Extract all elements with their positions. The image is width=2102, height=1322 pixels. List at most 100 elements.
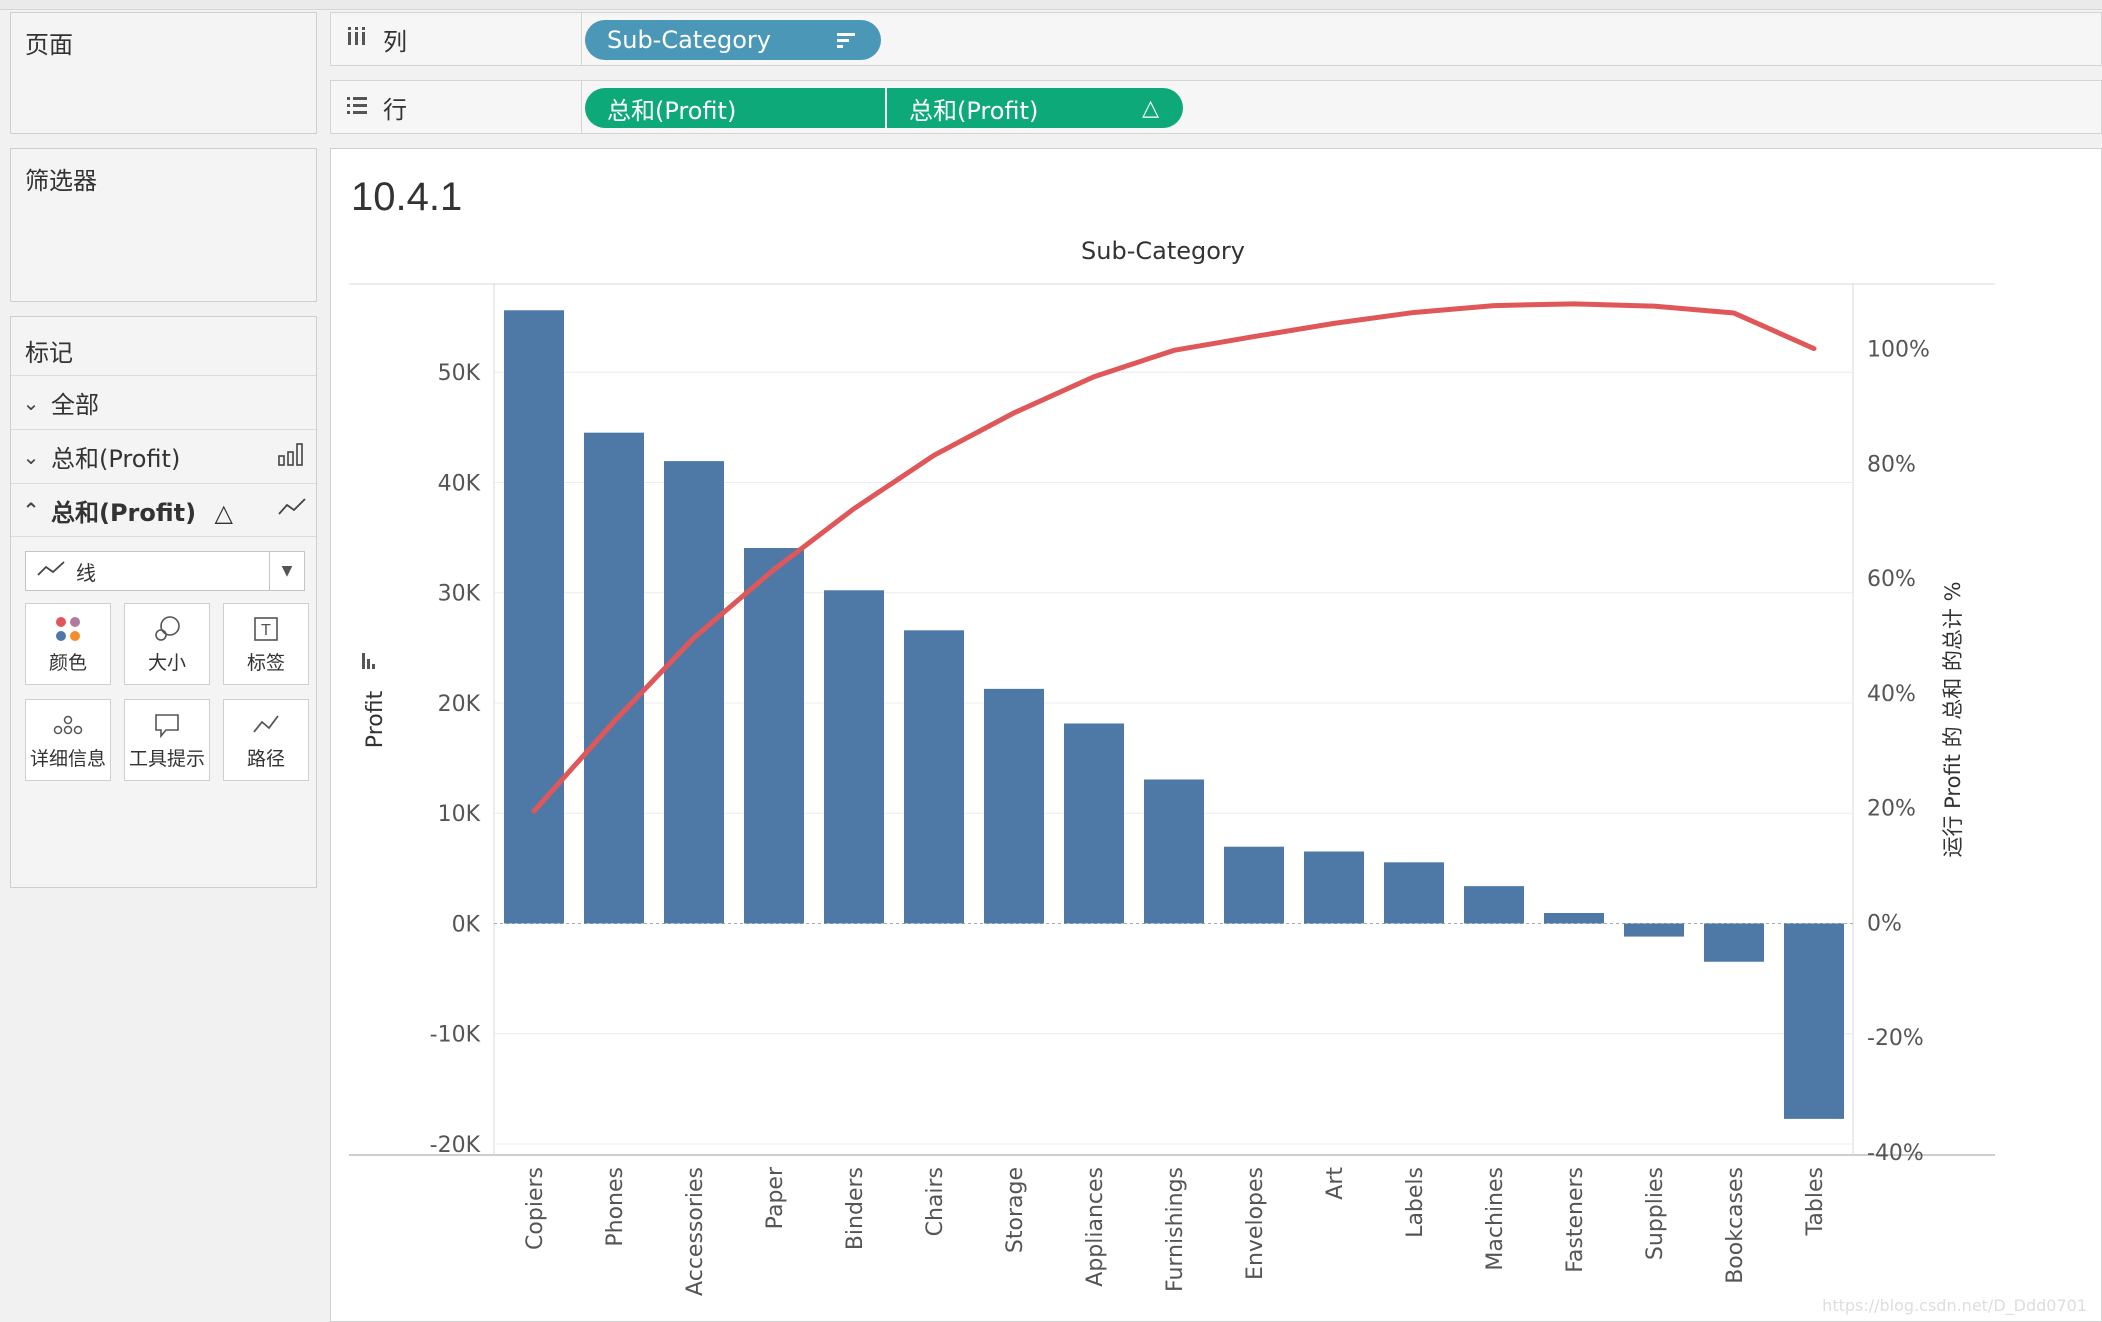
y-tick-label: 20K <box>438 692 481 717</box>
bar-chart-icon <box>268 442 316 472</box>
bar-accessories <box>664 461 724 924</box>
bar-phones <box>584 432 644 924</box>
x-tick-label: Fasteners <box>1563 1167 1588 1273</box>
mark-type-dropdown[interactable]: 线 ▼ <box>25 551 305 591</box>
marks-card-profit-line[interactable]: ⌃ 总和(Profit) △ <box>11 483 316 537</box>
y-tick-label: 40K <box>438 471 481 496</box>
tooltip-button[interactable]: 工具提示 <box>124 699 210 781</box>
y2-tick-label: 0% <box>1867 911 1902 936</box>
y2-axis-title: 运行 Profit 的 总和 的总计 % <box>1941 581 1965 857</box>
top-toolbar-strip <box>0 0 2102 10</box>
detail-button[interactable]: 详细信息 <box>25 699 111 781</box>
columns-shelf-label: 列 <box>331 13 582 65</box>
bar-art <box>1304 851 1364 924</box>
bar-copiers <box>504 310 564 924</box>
profit-pill[interactable]: 总和(Profit) <box>585 88 885 128</box>
bar-machines <box>1464 886 1524 924</box>
size-button-label: 大小 <box>147 651 186 674</box>
pages-panel[interactable]: 页面 <box>10 12 317 134</box>
tooltip-button-label: 工具提示 <box>128 747 205 770</box>
bar-appliances <box>1064 723 1124 924</box>
y2-tick-label: 80% <box>1867 452 1916 477</box>
y-tick-label: -10K <box>430 1023 481 1048</box>
filters-panel[interactable]: 筛选器 <box>10 148 317 302</box>
y2-tick-label: 20% <box>1867 797 1916 822</box>
svg-text:T: T <box>260 621 271 639</box>
label-icon: T <box>251 614 281 648</box>
chevron-down-icon[interactable]: ⌄ <box>22 390 40 415</box>
sort-icon <box>362 653 365 669</box>
y2-tick-label: -40% <box>1867 1141 1924 1166</box>
delta-icon: △ <box>1142 95 1159 121</box>
rows-icon <box>331 93 383 121</box>
y-tick-label: 0K <box>452 912 481 937</box>
path-button[interactable]: 路径 <box>223 699 309 781</box>
bar-envelopes <box>1224 846 1284 924</box>
x-tick-label: Binders <box>843 1167 868 1250</box>
line-chart-icon <box>268 496 316 524</box>
rows-shelf-label: 行 <box>331 81 582 133</box>
bar-paper <box>744 548 804 924</box>
sort-icon <box>367 659 370 669</box>
rows-shelf[interactable]: 行 总和(Profit) 总和(Profit) △ <box>330 80 2102 134</box>
columns-shelf[interactable]: 列 Sub-Category <box>330 12 2102 66</box>
watermark: https://blog.csdn.net/D_Ddd0701 <box>1822 1296 2087 1315</box>
x-tick-label: Labels <box>1403 1167 1428 1238</box>
delta-icon: △ <box>214 498 233 527</box>
bar-labels <box>1384 862 1444 924</box>
bar-storage <box>984 688 1044 924</box>
sort-descending-icon[interactable] <box>835 20 857 60</box>
path-button-label: 路径 <box>246 747 285 770</box>
color-dots-icon <box>53 614 83 648</box>
column-header: Sub-Category <box>1081 237 1245 265</box>
x-tick-label: Envelopes <box>1243 1167 1268 1280</box>
x-tick-label: Bookcases <box>1723 1167 1748 1284</box>
x-tick-label: Accessories <box>683 1167 708 1296</box>
y2-tick-label: -20% <box>1867 1026 1924 1051</box>
chevron-up-icon[interactable]: ⌃ <box>22 498 40 522</box>
filters-title: 筛选器 <box>25 167 97 195</box>
size-icon <box>152 614 182 648</box>
x-tick-label: Supplies <box>1643 1167 1668 1260</box>
x-tick-label: Paper <box>763 1166 788 1229</box>
sub-category-pill-label: Sub-Category <box>607 26 771 54</box>
profit-delta-pill-label: 总和(Profit) <box>909 96 1039 125</box>
rows-shelf-text: 行 <box>383 95 407 124</box>
y-tick-label: 30K <box>438 582 481 607</box>
mark-type-value: 线 <box>76 560 96 585</box>
marks-title: 标记 <box>25 339 73 367</box>
worksheet: 10.4.1 Sub-Category -20K -10K 0K 10K 20K 30K 4… <box>330 148 2102 1322</box>
color-button[interactable]: 颜色 <box>25 603 111 685</box>
profit-pill-label: 总和(Profit) <box>607 96 737 125</box>
x-tick-label: Art <box>1323 1167 1348 1200</box>
bar-binders <box>824 590 884 924</box>
marks-card-all-label: 全部 <box>51 391 99 419</box>
marks-card-all[interactable]: ⌄ 全部 <box>11 375 316 429</box>
line-chart-icon <box>26 559 76 584</box>
marks-card-profit-bar[interactable]: ⌄ 总和(Profit) <box>11 429 316 483</box>
y2-tick-label: 60% <box>1867 567 1916 592</box>
bar-supplies <box>1624 923 1684 937</box>
dropdown-arrow-icon[interactable]: ▼ <box>269 552 304 590</box>
y-tick-label: -20K <box>430 1133 481 1158</box>
size-button[interactable]: 大小 <box>124 603 210 685</box>
x-tick-label: Copiers <box>523 1167 548 1250</box>
y2-tick-label: 100% <box>1867 338 1930 363</box>
bar-fasteners <box>1544 912 1604 924</box>
label-button[interactable]: T 标签 <box>223 603 309 685</box>
chevron-down-icon[interactable]: ⌄ <box>22 444 40 469</box>
combo-chart: -20K -10K 0K 10K 20K 30K 40K 50K -40% -20% 0% 20% 40… <box>349 283 1995 1296</box>
bar-furnishings <box>1144 779 1204 924</box>
marks-card-profit-line-labelgroup: 总和(Profit) △ <box>51 493 268 528</box>
sub-category-pill[interactable]: Sub-Category <box>585 20 881 60</box>
profit-delta-pill[interactable]: 总和(Profit) △ <box>887 88 1183 128</box>
x-tick-label: Phones <box>603 1167 628 1247</box>
sheet-title: 10.4.1 <box>351 175 463 219</box>
detail-button-label: 详细信息 <box>29 747 106 770</box>
running-total-line <box>531 301 1817 814</box>
bar-tables <box>1784 923 1844 1119</box>
marks-card-profit-line-label: 总和(Profit) <box>51 498 197 527</box>
y-tick-label: 10K <box>438 802 481 827</box>
color-button-label: 颜色 <box>48 651 87 674</box>
x-tick-label: Machines <box>1483 1167 1508 1271</box>
